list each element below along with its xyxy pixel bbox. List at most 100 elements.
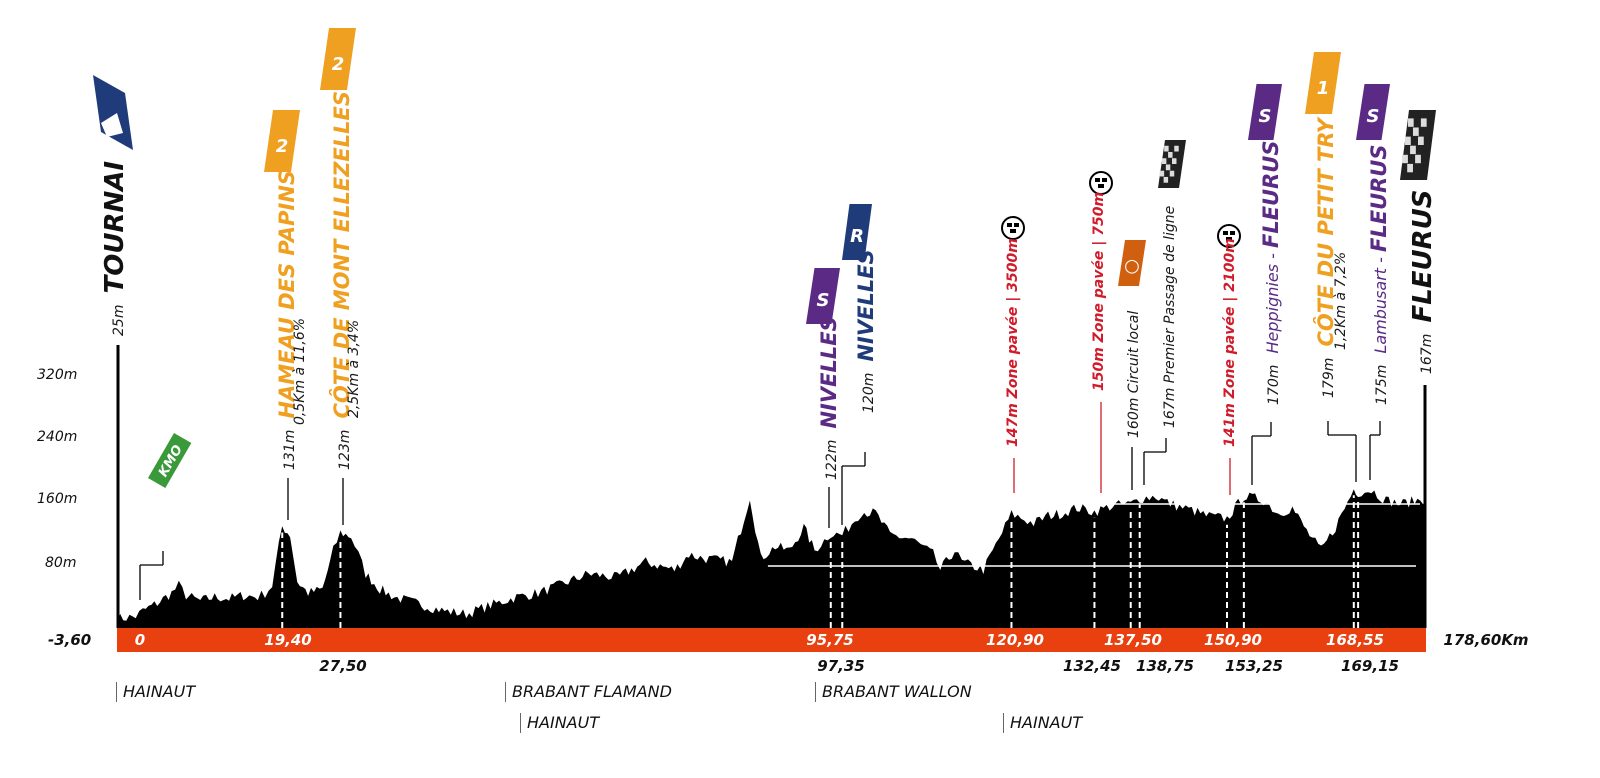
gpm1-badge-icon: 1 <box>1305 52 1341 114</box>
first-passage-flag-icon-square <box>1163 176 1169 183</box>
km-label: 27,50 <box>319 657 367 675</box>
km-label: 97,35 <box>817 657 865 675</box>
finish-flag-icon-square <box>1415 154 1421 164</box>
climb-sub-hameau: 0,5Km à 11,6% <box>292 317 308 425</box>
sprint-sep: - <box>1371 252 1390 268</box>
km-label: 153,25 <box>1225 657 1283 675</box>
elevation-profile <box>117 489 1426 628</box>
ytick-80: 80m <box>45 555 77 571</box>
finish-flag-icon-square <box>1418 136 1424 145</box>
cobble-label: 147m Zone pavée | 3500m <box>1005 238 1021 447</box>
finish-alt: 167m <box>1419 333 1435 374</box>
km-label: 132,45 <box>1063 657 1121 675</box>
finish-flag-icon-square <box>1407 163 1413 173</box>
sprint-badge-icon-1-shape <box>806 268 840 324</box>
finish-city: FLEURUS <box>1408 189 1438 323</box>
cobble-icon-stone <box>1010 229 1016 233</box>
cobble-icon-stone <box>1007 223 1012 227</box>
first-passage-flag-icon-square <box>1174 145 1179 152</box>
ytick-240: 240m <box>37 429 78 445</box>
point-alt: 122m <box>824 439 840 480</box>
point-alt: 131m <box>282 429 298 470</box>
point-alt: 179m <box>1321 357 1337 398</box>
sprint-label-nivelles: 122m NIVELLES <box>817 316 841 480</box>
point-alt: 170m <box>1266 364 1282 405</box>
cobble-icon-ring <box>1089 171 1113 195</box>
start-flag-shape <box>93 75 133 150</box>
sprint-label-lambusart: 175m Lambusart - FLEURUS <box>1367 145 1391 405</box>
point-alt: 123m <box>337 429 353 470</box>
gpm2-badge-icon-2-shape <box>320 28 356 90</box>
finish-flag-icon-square <box>1420 118 1427 127</box>
start-alt: 25m <box>111 304 127 336</box>
sprint-badge-icon-2: S <box>1248 84 1282 140</box>
gpm1-badge-icon-shape <box>1305 52 1341 114</box>
sprint-badge-icon-2-text: S <box>1259 106 1272 127</box>
first-passage-flag-icon <box>1158 140 1186 188</box>
gpm2-badge-icon-1-text: 2 <box>276 136 289 157</box>
kmo-badge-icon: KMO <box>148 432 192 488</box>
km-bar <box>117 628 1426 652</box>
first-passage-flag-icon-square <box>1168 152 1173 158</box>
circuit-badge-icon-shape <box>1118 240 1146 286</box>
sprint-name: FLEURUS <box>1259 140 1283 249</box>
ravi-label-nivelles: 120m NIVELLES <box>854 249 878 413</box>
point-alt: 175m <box>1374 364 1390 405</box>
sprint-name: NIVELLES <box>817 316 841 429</box>
kmo-badge-shape <box>148 432 192 488</box>
cobble-icon-stone <box>1223 231 1228 235</box>
climb-sub-petit-try: 1,2Km à 7,2% <box>1333 251 1349 350</box>
cobble-icon-stone <box>1014 223 1019 227</box>
region-label: BRABANT FLAMAND <box>505 682 672 702</box>
finish-flag-icon-square <box>1407 118 1414 127</box>
point-alt: 120m <box>861 372 877 413</box>
info-label: 167m Premier Passage de ligne <box>1162 205 1178 428</box>
circuit-badge-icon-text: ○ <box>1124 255 1140 276</box>
first-passage-flag-icon-square <box>1159 170 1165 177</box>
ytick-160: 160m <box>37 491 78 507</box>
region-label: HAINAUT <box>520 713 599 733</box>
cobble-icon-stone <box>1098 184 1104 188</box>
region-label: BRABANT WALLON <box>815 682 972 702</box>
start-city: TOURNAI <box>100 160 130 294</box>
km-label: 137,50 <box>1104 631 1162 649</box>
km-label: 19,40 <box>264 631 312 649</box>
sprint-badge-icon-1-text: S <box>817 290 830 311</box>
gpm2-badge-icon-2: 2 <box>320 28 356 90</box>
feed-zone-badge-icon: R <box>842 204 872 260</box>
sprint-badge-icon-1: S <box>806 268 840 324</box>
region-label: HAINAUT <box>1003 713 1082 733</box>
km-end-label: 178,60Km <box>1443 631 1529 649</box>
start-flag-house <box>101 113 123 137</box>
region-label: HAINAUT <box>116 682 195 702</box>
cobble-icon-stone <box>1102 178 1107 182</box>
cobble-icon-ring <box>1001 216 1025 240</box>
sprint-badge-icon-3-text: S <box>1367 106 1380 127</box>
finish-flag-icon-square <box>1412 127 1419 136</box>
cobble-icon <box>1217 224 1241 248</box>
first-passage-flag-icon-square <box>1164 145 1169 152</box>
cobble-label: 150m Zone pavée | 750m <box>1091 191 1107 391</box>
ravi-name: NIVELLES <box>854 249 878 362</box>
sprint-place: Heppignies <box>1263 263 1282 354</box>
km-label: 169,15 <box>1341 657 1399 675</box>
sprint-place: Lambusart <box>1371 267 1390 354</box>
info-label: 160m Circuit local <box>1126 310 1142 438</box>
finish-flag-icon <box>1400 110 1436 180</box>
circuit-badge-icon: ○ <box>1118 240 1146 286</box>
first-passage-flag-icon-square <box>1169 170 1175 177</box>
sprint-badge-icon-3: S <box>1356 84 1390 140</box>
gpm2-badge-icon-2-text: 2 <box>332 54 345 75</box>
km-label: 168,55 <box>1326 631 1384 649</box>
km-label: 95,75 <box>806 631 854 649</box>
sprint-sep: - <box>1263 248 1282 264</box>
feed-zone-badge-icon-shape <box>842 204 872 260</box>
finish-flag-icon-square <box>1405 136 1411 145</box>
km-label: 120,90 <box>986 631 1044 649</box>
cobble-icon <box>1089 171 1113 195</box>
km-label: 150,90 <box>1204 631 1262 649</box>
finish-flag-icon-square <box>1402 154 1408 164</box>
first-passage-flag-icon-square <box>1172 158 1177 164</box>
